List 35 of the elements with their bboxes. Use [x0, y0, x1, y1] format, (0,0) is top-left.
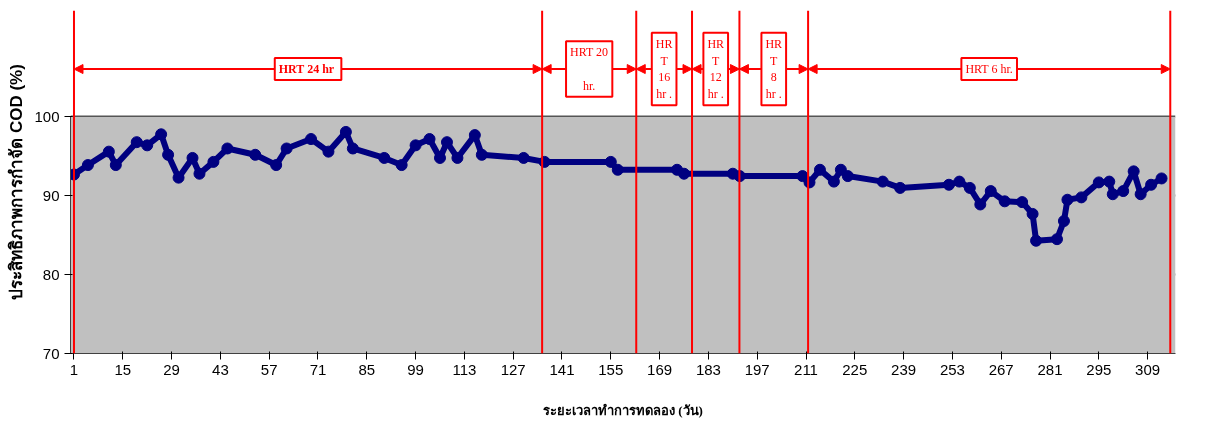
x-tick-label: 267 — [988, 360, 1014, 378]
x-tick-label: 141 — [549, 360, 575, 378]
y-tick-label: 70 — [42, 344, 60, 362]
x-tick-label: 309 — [1135, 360, 1161, 378]
x-tick-label: 15 — [114, 360, 132, 378]
x-tick-label: 85 — [358, 360, 376, 378]
x-tick-label: 43 — [212, 360, 229, 378]
text: HR T 12 hr . — [707, 36, 725, 102]
x-tick-label: 113 — [452, 360, 477, 378]
x-tick-label: 211 — [794, 360, 818, 378]
y-tick-label: 100 — [34, 107, 60, 125]
x-tick-label: 127 — [500, 360, 526, 378]
x-tick-label: 169 — [647, 360, 673, 378]
x-tick-label: 71 — [309, 360, 327, 378]
text: HRT 6 hr. — [965, 62, 1013, 77]
y-tick-label: 80 — [42, 265, 60, 283]
x-tick-label: 281 — [1037, 360, 1063, 378]
x-tick-label: 57 — [260, 360, 278, 378]
text: HRT 24 hr — [278, 62, 335, 77]
text: HR T 16 hr . — [655, 36, 673, 102]
x-tick-label: 295 — [1086, 360, 1112, 378]
x-tick-label: 99 — [407, 360, 424, 378]
y-axis-title: ประสิทธิภาพการกำจัด COD (%) — [7, 64, 27, 300]
y-tick-label: 90 — [42, 186, 60, 204]
x-tick-label: 197 — [744, 360, 770, 378]
x-tick-label: 225 — [842, 360, 868, 378]
text: HRT 20 hr. — [570, 45, 609, 93]
x-tick-label: 155 — [598, 360, 624, 378]
x-tick-label: 1 — [69, 360, 79, 378]
x-tick-label: 183 — [695, 360, 721, 378]
text: HR T 8 hr . — [765, 36, 783, 102]
x-tick-label: 253 — [939, 360, 965, 378]
x-tick-label: 239 — [891, 360, 917, 378]
x-tick-label: 29 — [163, 360, 180, 378]
x-axis-title: ระยะเวลาทำการทดลอง (วัน) — [543, 402, 703, 418]
